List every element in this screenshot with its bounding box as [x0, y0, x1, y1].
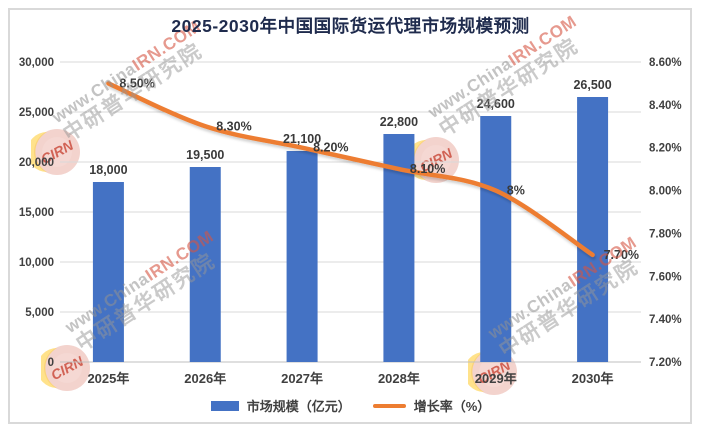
y-axis-left-tick-label: 15,000 — [19, 207, 54, 219]
chart-legend: 市场规模（亿元） 增长率（%） — [0, 396, 701, 415]
bar-value-label: 26,500 — [573, 78, 611, 92]
line-value-label: 8.30% — [216, 119, 251, 133]
line-value-label: 7.70% — [604, 248, 639, 262]
x-axis-label: 2025年 — [87, 371, 129, 386]
x-axis-label: 2027年 — [281, 371, 323, 386]
y-axis-right-tick-label: 7.40% — [649, 314, 682, 326]
bar-value-label: 24,600 — [477, 97, 515, 111]
bar-2027年 — [286, 151, 318, 362]
growth-rate-line — [106, 81, 595, 258]
y-axis-left-tick-label: 0 — [48, 357, 54, 369]
y-axis-right-tick-label: 7.60% — [649, 271, 682, 283]
y-axis-right-tick-label: 7.80% — [649, 228, 682, 240]
bar-value-label: 22,800 — [380, 115, 418, 129]
y-axis-right-tick-label: 8.00% — [649, 186, 682, 198]
line-value-label: 8.10% — [410, 162, 445, 176]
x-axis-label: 2026年 — [184, 371, 226, 386]
y-axis-left-tick-label: 10,000 — [19, 257, 54, 269]
legend-label: 增长率（%） — [413, 399, 491, 414]
bar-2025年 — [92, 182, 124, 362]
bar-value-label: 19,500 — [186, 148, 224, 162]
line-value-label: 8.20% — [313, 141, 348, 155]
x-axis-label: 2028年 — [378, 371, 420, 386]
y-axis-right-tick-label: 8.20% — [649, 143, 682, 155]
bar-2026年 — [189, 167, 221, 362]
line-value-label: 8.50% — [119, 76, 154, 90]
legend-item-market-size: 市场规模（亿元） — [210, 396, 351, 415]
legend-item-growth-rate: 增长率（%） — [372, 396, 491, 415]
y-axis-left-tick-label: 5,000 — [25, 307, 54, 319]
y-axis-left-tick-label: 20,000 — [19, 157, 54, 169]
y-axis-left-tick-label: 30,000 — [19, 57, 54, 69]
legend-line-swatch — [372, 403, 406, 408]
bar-value-label: 21,100 — [283, 132, 321, 146]
bar-2030年 — [577, 97, 609, 362]
x-axis-label: 2030年 — [572, 371, 614, 386]
y-axis-right-tick-label: 8.40% — [649, 100, 682, 112]
line-value-label: 8% — [507, 184, 525, 198]
x-axis-label: 2029年 — [475, 371, 517, 386]
y-axis-right-tick-label: 8.60% — [649, 57, 682, 69]
y-axis-right-tick-label: 7.20% — [649, 357, 682, 369]
legend-bar-swatch — [210, 400, 239, 411]
legend-label: 市场规模（亿元） — [246, 399, 351, 414]
bar-2029年 — [480, 116, 512, 362]
bar-value-label: 18,000 — [89, 163, 127, 177]
chart-title: 2025-2030年中国国际货运代理市场规模预测 — [171, 16, 530, 36]
y-axis-left-tick-label: 25,000 — [19, 107, 54, 119]
chart-frame-border — [8, 8, 692, 424]
